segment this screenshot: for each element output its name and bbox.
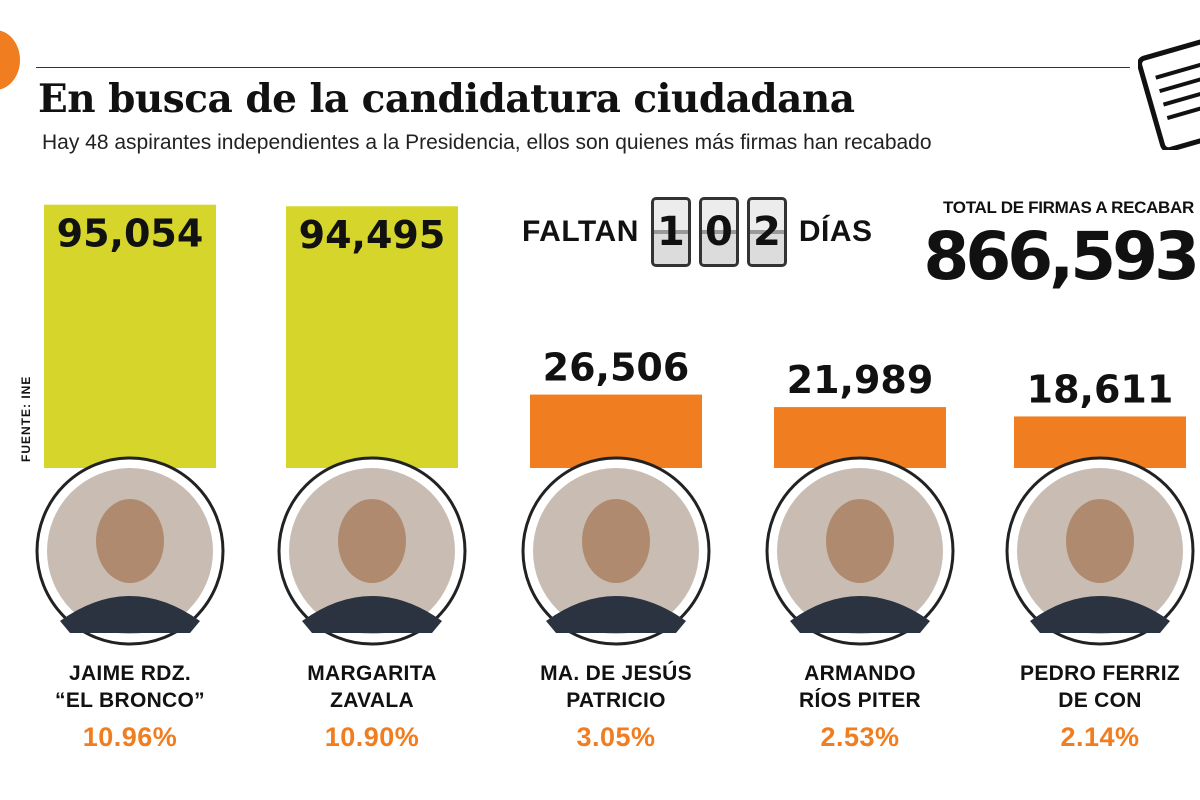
bar (44, 204, 216, 468)
percent-label: 2.14% (1060, 722, 1140, 752)
candidate-name: MA. DE JESÚS PATRICIO (516, 660, 716, 714)
portrait-face (338, 499, 406, 583)
candidate-name-line: JAIME RDZ. (68, 662, 191, 685)
candidate-name-line: ARMANDO (804, 662, 916, 685)
portrait-face (96, 499, 164, 583)
document-icon (1138, 39, 1200, 150)
candidate-name-line: DE CON (1058, 689, 1142, 712)
percent-label: 3.05% (576, 722, 656, 752)
percent-label: 10.96% (82, 722, 178, 752)
candidate-name: MARGARITA ZAVALA (272, 660, 472, 714)
portrait-shoulders (60, 596, 200, 633)
candidate-name-line: MARGARITA (307, 662, 437, 685)
countdown-prefix: FALTAN (522, 215, 639, 248)
countdown-digits: 1 0 2 (650, 197, 787, 267)
bar-value-label: 21,989 (787, 358, 934, 402)
countdown-suffix: DÍAS (798, 215, 873, 248)
portrait-face (826, 499, 894, 583)
bar-value-label: 26,506 (543, 346, 690, 390)
total-signatures-value: 866,593 (923, 218, 1200, 295)
bar-value-label: 18,611 (1027, 367, 1174, 411)
bar (286, 206, 458, 469)
candidate-name-line: “EL BRONCO” (55, 689, 205, 712)
candidate-name-line: PATRICIO (566, 689, 666, 712)
percent-label: 2.53% (820, 722, 900, 752)
page-subtitle: Hay 48 aspirantes independientes a la Pr… (42, 131, 932, 154)
total-signatures-label: TOTAL DE FIRMAS A RECABAR (943, 198, 1194, 217)
candidate-name: ARMANDO RÍOS PITER (760, 660, 960, 714)
countdown-digit: 0 (698, 197, 739, 267)
header-rule (36, 67, 1130, 68)
candidate-name-line: RÍOS PITER (798, 689, 922, 712)
portrait-shoulders (790, 596, 930, 633)
bar-value-label: 95,054 (57, 212, 204, 256)
portrait-shoulders (302, 596, 442, 633)
section-badge (0, 30, 20, 90)
candidate-name: PEDRO FERRIZ DE CON (1000, 660, 1200, 714)
countdown-digit: 2 (746, 197, 787, 267)
candidate-name: JAIME RDZ. “EL BRONCO” (30, 660, 230, 714)
candidate-name-line: ZAVALA (330, 689, 414, 712)
countdown-digit: 1 (650, 197, 691, 267)
page-title: En busca de la candidatura ciudadana (38, 76, 855, 122)
bar-value-label: 94,495 (299, 213, 446, 257)
bar (530, 394, 702, 468)
portrait-shoulders (546, 596, 686, 633)
candidate-name-line: MA. DE JESÚS (540, 662, 692, 685)
percent-label: 10.90% (324, 722, 420, 752)
days-countdown: FALTAN 1 0 2 DÍAS (522, 194, 873, 270)
portrait-shoulders (1030, 596, 1170, 633)
candidate-name-line: PEDRO FERRIZ (1020, 662, 1180, 685)
portrait-face (1066, 499, 1134, 583)
portrait-face (582, 499, 650, 583)
